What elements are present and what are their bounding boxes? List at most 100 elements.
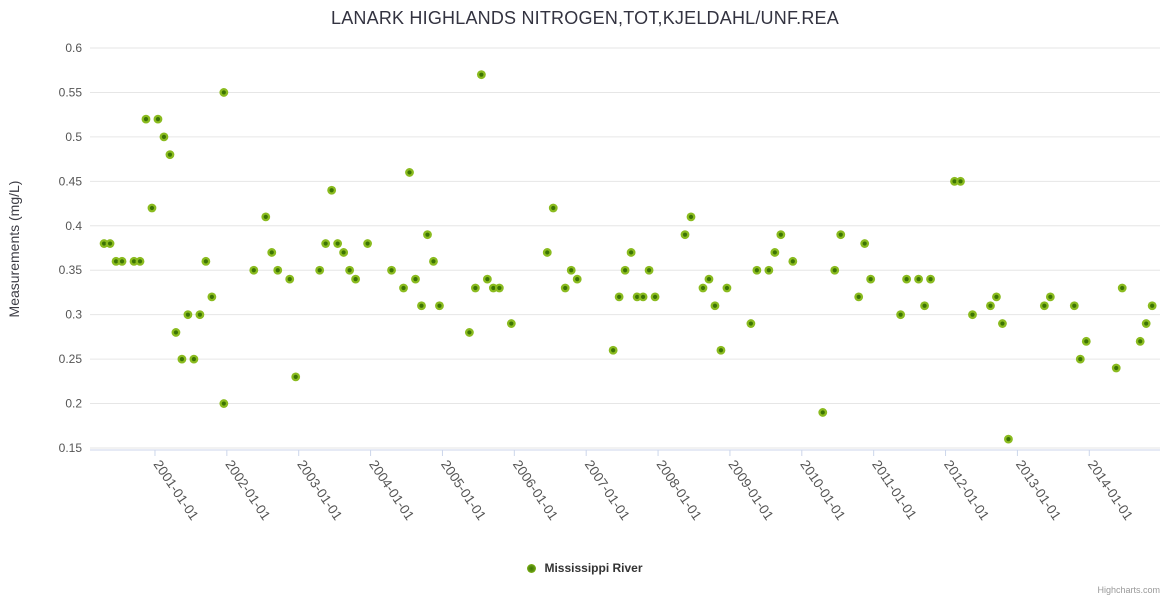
data-point[interactable] (291, 372, 301, 382)
data-point[interactable] (830, 265, 840, 275)
data-point[interactable] (1004, 434, 1013, 444)
data-point[interactable] (686, 212, 696, 222)
data-point[interactable] (1117, 283, 1127, 293)
data-point[interactable] (177, 354, 187, 364)
data-point[interactable] (776, 230, 786, 240)
data-point[interactable] (710, 301, 720, 311)
data-point[interactable] (261, 212, 271, 222)
data-point[interactable] (716, 345, 726, 355)
data-point[interactable] (1081, 336, 1091, 346)
data-point[interactable] (470, 283, 480, 293)
data-point[interactable] (998, 319, 1007, 328)
legend-item-mississippi-river[interactable]: Mississippi River (0, 561, 1170, 575)
data-point[interactable] (249, 265, 259, 275)
data-point[interactable] (153, 114, 163, 124)
data-point[interactable] (1147, 301, 1157, 311)
data-point[interactable] (866, 274, 876, 284)
data-point[interactable] (405, 168, 414, 177)
data-point[interactable] (752, 265, 762, 275)
data-point[interactable] (435, 301, 444, 311)
data-point[interactable] (189, 354, 199, 364)
data-point[interactable] (1075, 354, 1085, 364)
data-point[interactable] (482, 274, 492, 284)
data-point[interactable] (566, 265, 576, 275)
data-point[interactable] (992, 292, 1001, 302)
data-point[interactable] (1039, 301, 1049, 311)
data-point[interactable] (363, 239, 372, 248)
credits-link[interactable]: Highcharts.com (1097, 585, 1160, 595)
data-point[interactable] (351, 274, 361, 284)
data-point[interactable] (183, 310, 193, 320)
data-point[interactable] (219, 399, 229, 408)
data-point[interactable] (333, 239, 343, 248)
data-point[interactable] (147, 203, 157, 213)
data-point[interactable] (267, 248, 277, 257)
data-point[interactable] (345, 265, 355, 275)
data-point[interactable] (494, 283, 504, 293)
data-point[interactable] (746, 319, 756, 328)
data-point[interactable] (105, 239, 115, 248)
data-point[interactable] (836, 230, 846, 240)
data-point[interactable] (764, 265, 774, 275)
data-point[interactable] (896, 310, 906, 320)
data-point[interactable] (608, 345, 618, 355)
data-point[interactable] (722, 283, 732, 293)
data-point[interactable] (1045, 292, 1055, 302)
data-point[interactable] (465, 328, 474, 337)
data-point[interactable] (788, 256, 798, 266)
data-point[interactable] (542, 248, 552, 257)
data-point[interactable] (135, 256, 145, 266)
data-point[interactable] (914, 274, 923, 284)
data-point[interactable] (650, 292, 660, 302)
data-point[interactable] (327, 185, 337, 195)
data-point[interactable] (387, 265, 396, 275)
data-point[interactable] (423, 230, 432, 240)
data-point[interactable] (411, 274, 420, 284)
data-point[interactable] (339, 248, 349, 257)
data-point[interactable] (560, 283, 570, 293)
data-point[interactable] (219, 88, 229, 97)
data-point[interactable] (117, 256, 127, 266)
data-point[interactable] (770, 248, 780, 257)
data-point[interactable] (429, 256, 438, 266)
data-point[interactable] (854, 292, 864, 302)
data-point[interactable] (1141, 319, 1151, 328)
data-point[interactable] (644, 265, 654, 275)
data-point[interactable] (476, 70, 486, 80)
data-point[interactable] (285, 274, 295, 284)
data-point[interactable] (141, 114, 151, 124)
data-point[interactable] (321, 239, 331, 248)
data-point[interactable] (704, 274, 714, 284)
data-point[interactable] (920, 301, 929, 311)
data-point[interactable] (506, 319, 516, 328)
data-point[interactable] (902, 274, 912, 284)
data-point[interactable] (986, 301, 995, 311)
data-point[interactable] (626, 248, 636, 257)
data-point[interactable] (860, 239, 870, 248)
data-point[interactable] (572, 274, 582, 284)
data-point[interactable] (620, 265, 630, 275)
data-point[interactable] (1111, 363, 1121, 373)
data-point[interactable] (698, 283, 708, 293)
data-point[interactable] (417, 301, 426, 311)
data-point[interactable] (201, 256, 211, 266)
data-point[interactable] (1069, 301, 1079, 311)
data-point[interactable] (956, 176, 965, 186)
data-point[interactable] (315, 265, 325, 275)
data-point[interactable] (968, 310, 977, 320)
data-point[interactable] (159, 132, 169, 142)
data-point[interactable] (273, 265, 283, 275)
data-point[interactable] (638, 292, 648, 302)
data-point[interactable] (165, 150, 175, 160)
data-point[interactable] (614, 292, 624, 302)
data-point[interactable] (680, 230, 690, 240)
data-point[interactable] (818, 408, 828, 417)
data-point[interactable] (207, 292, 217, 302)
data-point[interactable] (926, 274, 935, 284)
data-point[interactable] (548, 203, 558, 213)
data-point[interactable] (1135, 336, 1145, 346)
y-axis-label: 0.35 (59, 263, 83, 277)
data-point[interactable] (399, 283, 408, 293)
data-point[interactable] (195, 310, 205, 320)
data-point[interactable] (171, 328, 181, 337)
